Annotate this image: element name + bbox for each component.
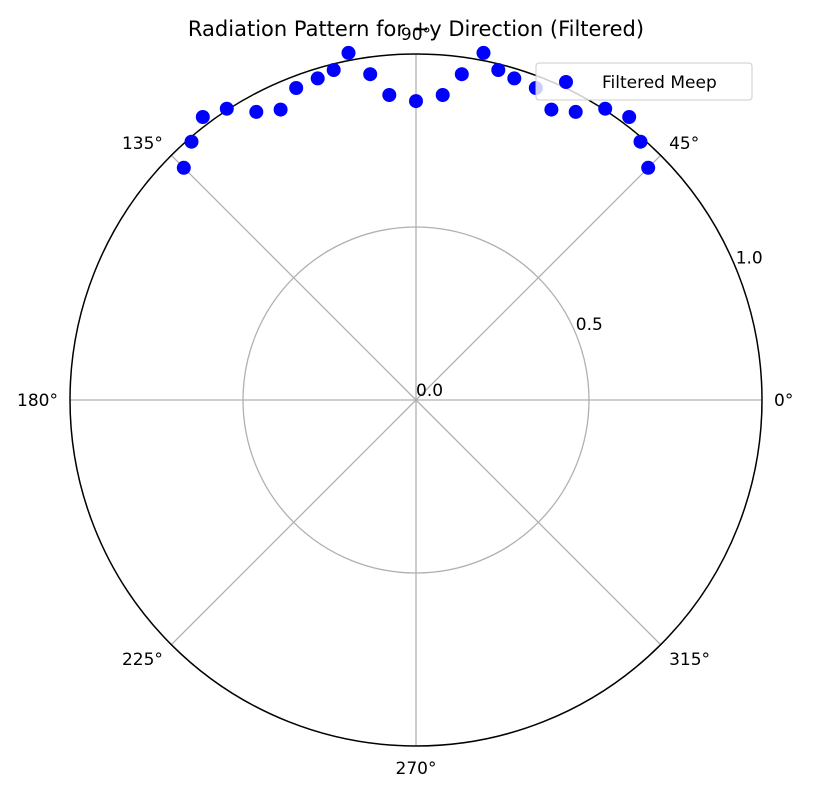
theta-grid-line-3: [170, 154, 417, 401]
theta-tick-label-2: 90°: [401, 25, 431, 45]
tick-labels: 0° 45° 90° 135° 180° 225° 270° 315° 0.0 0.5 1.0: [17, 25, 793, 779]
chart-title: Radiation Pattern for +y Direction (Filt…: [188, 17, 644, 41]
data-point-0-2: [622, 110, 637, 124]
theta-tick-label-4: 180°: [17, 391, 58, 411]
data-point-0-1: [633, 134, 648, 149]
theta-tick-label-1: 45°: [669, 134, 699, 154]
theta-grid-line-1: [415, 154, 662, 401]
theta-tick-label-6: 270°: [396, 759, 437, 779]
legend-marker: [559, 75, 573, 89]
data-point-0-18: [289, 81, 304, 95]
data-point-0-16: [326, 63, 341, 77]
theta-tick-label-0: 0°: [774, 391, 793, 411]
r-tick-label-0: 0.0: [416, 381, 443, 401]
data-point-0-9: [476, 45, 491, 60]
theta-tick-label-3: 135°: [122, 134, 163, 154]
theta-tick-label-5: 225°: [122, 650, 163, 670]
legend-label: Filtered Meep: [602, 73, 717, 93]
data-point-0-0: [641, 160, 656, 175]
data-point-0-3: [598, 101, 613, 116]
data-point-0-20: [249, 104, 264, 119]
data-point-0-14: [363, 67, 378, 82]
r-tick-label-2: 1.0: [736, 249, 763, 269]
data-point-0-23: [184, 134, 199, 149]
data-point-0-12: [409, 94, 423, 109]
theta-grid-line-7: [415, 399, 662, 646]
legend: Filtered Meep: [535, 62, 753, 101]
data-point-0-10: [454, 67, 469, 82]
data-point-0-17: [310, 71, 325, 86]
data-point-0-15: [341, 45, 356, 60]
data-point-0-7: [507, 71, 522, 86]
data-point-0-11: [435, 88, 450, 102]
data-point-0-13: [382, 88, 397, 102]
data-point-0-19: [273, 102, 288, 117]
polar-grid: [69, 53, 763, 747]
polar-frame: [69, 53, 763, 747]
legend-frame: [535, 62, 753, 101]
theta-grid-line-5: [170, 399, 417, 646]
data-point-0-5: [544, 102, 559, 117]
data-point-0-4: [568, 104, 583, 119]
data-point-0-21: [219, 101, 234, 116]
data-point-0-24: [176, 160, 191, 175]
theta-tick-label-7: 315°: [669, 650, 710, 670]
r-tick-label-1: 0.5: [576, 315, 603, 335]
data-point-0-8: [491, 63, 506, 77]
data-point-0-22: [195, 110, 210, 124]
